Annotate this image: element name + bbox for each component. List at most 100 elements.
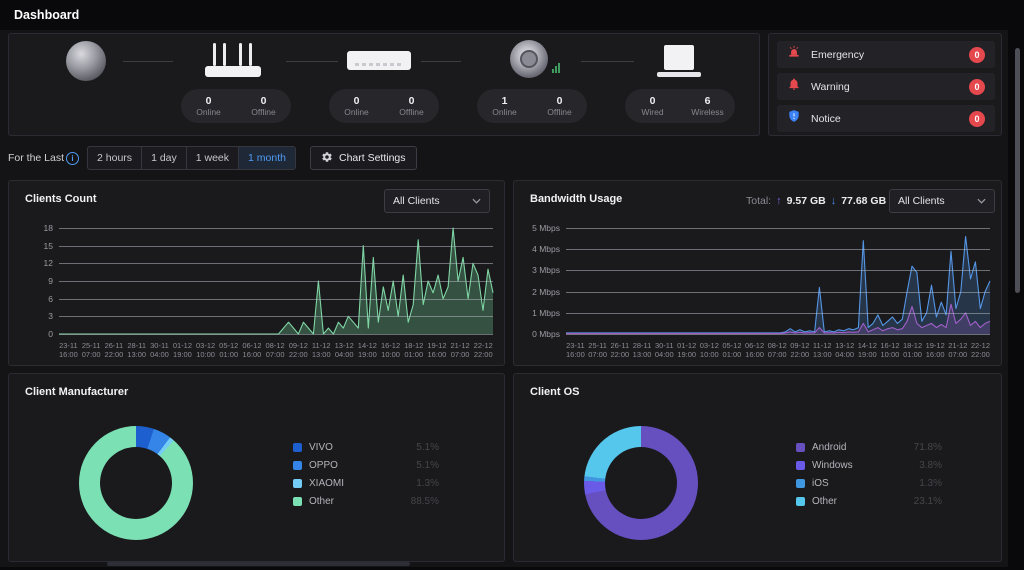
dropdown-value: All Clients — [898, 195, 945, 207]
gridline — [566, 312, 990, 314]
x-axis-tick: 21-12 07:00 — [450, 341, 470, 359]
legend-swatch — [293, 479, 302, 488]
bottom-scrollbar-gutter — [0, 567, 1008, 570]
time-range-1-month[interactable]: 1 month — [239, 147, 295, 169]
bell-icon — [787, 77, 801, 96]
x-axis-tick: 26-11 22:00 — [104, 341, 124, 359]
x-axis-tick: 18-12 01:00 — [902, 341, 923, 359]
gridline — [566, 228, 990, 229]
alert-count-badge: 0 — [969, 46, 985, 63]
clients-status-pill[interactable]: 0 Wired 6 Wireless — [625, 89, 735, 123]
x-axis-tick: 23-11 16:00 — [566, 341, 585, 359]
clients-count-filter-dropdown[interactable]: All Clients — [384, 189, 490, 213]
total-label: Total: — [746, 195, 772, 207]
time-range-1-day[interactable]: 1 day — [142, 147, 187, 169]
gridline — [59, 228, 493, 229]
bandwidth-series — [566, 235, 991, 335]
time-range-2-hours[interactable]: 2 hours — [88, 147, 143, 169]
download-total: 77.68 GB — [841, 195, 887, 207]
x-axis-tick: 30-11 04:00 — [654, 341, 674, 359]
time-filter-row: For the Last i 2 hours 1 day 1 week 1 mo… — [8, 146, 417, 170]
legend-label: iOS — [812, 478, 829, 489]
x-axis-tick: 06-12 16:00 — [242, 341, 262, 359]
gridline — [59, 316, 493, 318]
alert-count-badge: 0 — [969, 78, 985, 95]
device-topology-card: 0 Online 0 Offline 0 Online 0 Offline 1 Onlin… — [8, 33, 760, 136]
time-range-1-week[interactable]: 1 week — [187, 147, 240, 169]
legend-swatch — [796, 497, 805, 506]
bandwidth-totals: Total: ↑ 9.57 GB ↓ 77.68 GB — [746, 189, 886, 213]
legend-swatch — [796, 479, 805, 488]
clients-count-card: Clients Count All Clients 18 15 12 9 6 3 0 23-… — [8, 180, 505, 366]
alert-label: Notice — [811, 112, 841, 125]
legend-item-oppo: OPPO 5.1% — [293, 460, 439, 471]
bandwidth-usage-title: Bandwidth Usage — [530, 193, 623, 205]
horizontal-scrollbar-thumb[interactable] — [107, 562, 410, 566]
legend-swatch — [293, 443, 302, 452]
x-axis-tick: 22-12 22:00 — [970, 341, 990, 359]
series-line-download — [566, 235, 991, 334]
topology-link-line — [123, 61, 173, 62]
router-status-pill[interactable]: 0 Online 0 Offline — [181, 89, 291, 123]
gridline — [566, 249, 990, 251]
x-axis-tick: 11-12 13:00 — [812, 341, 832, 359]
legend-percentage: 5.1% — [416, 460, 439, 471]
upload-arrow-icon: ↑ — [776, 195, 782, 207]
y-axis-tick: 0 — [48, 329, 53, 339]
legend-swatch — [796, 443, 805, 452]
legend-item-windows: Windows 3.8% — [796, 460, 942, 471]
internet-globe-icon — [66, 41, 106, 81]
legend-label: Other — [812, 496, 838, 507]
x-axis-tick: 28-11 13:00 — [127, 341, 147, 359]
x-axis-tick: 26-11 22:00 — [610, 341, 630, 359]
gear-icon — [321, 151, 333, 166]
switch-icon — [347, 51, 411, 70]
y-axis-tick: 3 Mbps — [532, 265, 560, 276]
filter-label: For the Last — [8, 152, 65, 164]
x-axis-tick: 23-11 16:00 — [59, 341, 78, 359]
alert-count-badge: 0 — [969, 110, 985, 127]
x-axis-tick: 14-12 19:00 — [857, 341, 877, 359]
y-axis-tick: 12 — [43, 258, 53, 269]
topology-link-line — [286, 61, 338, 62]
switch-status-pill[interactable]: 0 Online 0 Offline — [329, 89, 439, 123]
ap-status-pill[interactable]: 1 Online 0 Offline — [477, 89, 587, 123]
legend-swatch — [293, 497, 302, 506]
legend-percentage: 88.5% — [410, 496, 439, 507]
y-axis-tick: 15 — [43, 240, 53, 251]
alert-row-emergency[interactable]: Emergency 0 — [777, 41, 995, 68]
alert-row-notice[interactable]: Notice 0 — [777, 105, 995, 132]
legend-percentage: 5.1% — [416, 442, 439, 453]
info-icon[interactable]: i — [66, 151, 80, 165]
x-axis-tick: 13-12 04:00 — [334, 341, 354, 359]
bandwidth-filter-dropdown[interactable]: All Clients — [889, 189, 995, 213]
gridline — [566, 334, 990, 335]
alert-label: Emergency — [811, 48, 865, 61]
bandwidth-plot: 5 Mbps 4 Mbps 3 Mbps 2 Mbps 1 Mbps 0 Mbps — [532, 223, 991, 339]
series-line-upload — [566, 303, 991, 335]
x-axis-tick: 16-12 10:00 — [380, 341, 401, 359]
x-axis-tick: 14-12 19:00 — [357, 341, 377, 359]
legend-percentage: 3.8% — [919, 460, 942, 471]
x-axis-tick: 22-12 22:00 — [473, 341, 493, 359]
legend-label: Android — [812, 442, 847, 453]
vertical-scrollbar-thumb[interactable] — [1015, 48, 1020, 293]
x-axis-tick: 18-12 01:00 — [404, 341, 424, 359]
gridline — [566, 270, 990, 272]
page-title: Dashboard — [14, 8, 80, 22]
bandwidth-x-axis: 23-11 16:00 25-11 07:00 26-11 22:00 28-11 1… — [566, 341, 990, 359]
alert-row-warning[interactable]: Warning 0 — [777, 73, 995, 100]
chart-settings-button[interactable]: Chart Settings — [309, 146, 417, 170]
x-axis-tick: 06-12 16:00 — [744, 341, 765, 359]
x-axis-tick: 25-11 07:00 — [588, 341, 607, 359]
x-axis-tick: 30-11 04:00 — [150, 341, 169, 359]
router-offline-count: 0 — [260, 94, 267, 107]
x-axis-tick: 08-12 07:00 — [767, 341, 787, 359]
signal-bars-icon — [552, 63, 560, 73]
legend-label: Other — [309, 496, 335, 507]
legend-label: VIVO — [309, 442, 333, 453]
x-axis-tick: 03-12 10:00 — [699, 341, 719, 359]
gridline — [59, 298, 493, 300]
chevron-down-icon — [977, 195, 986, 207]
